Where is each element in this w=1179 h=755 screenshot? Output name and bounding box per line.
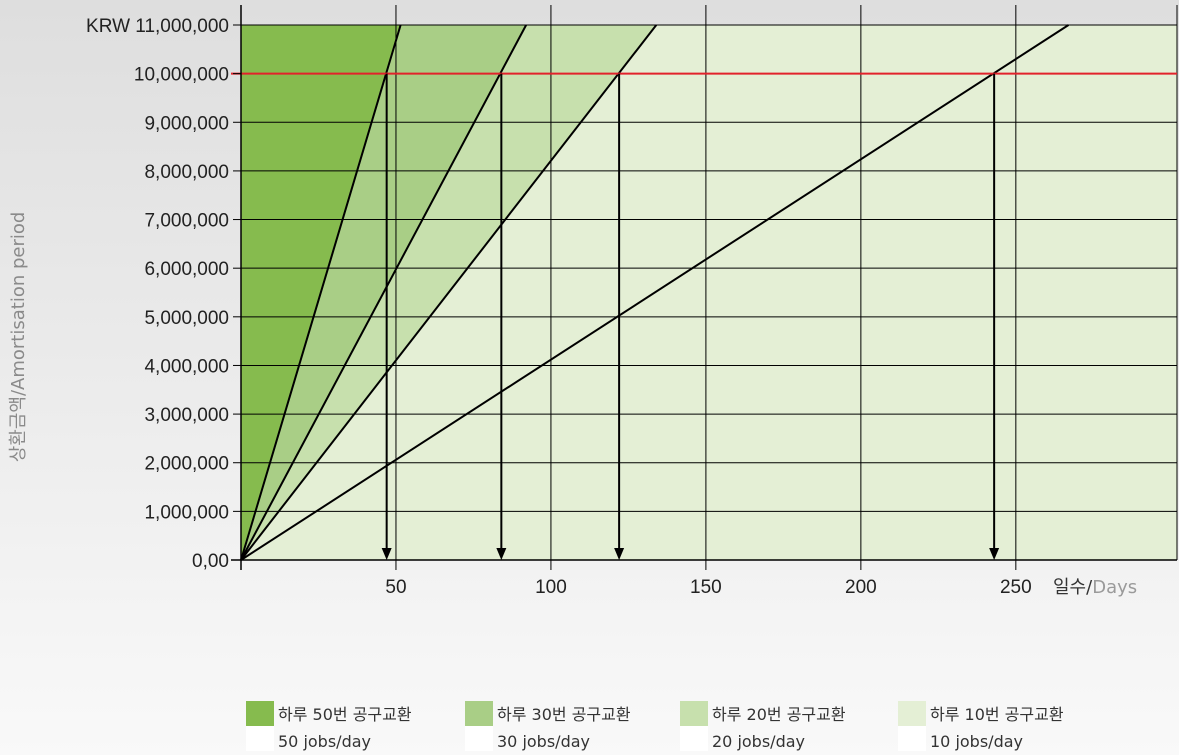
legend: 하루 50번 공구교환 50 jobs/day 하루 30번 공구교환 30 jobs…: [246, 701, 1064, 751]
y-tick-label-2: 2,000,000: [144, 454, 229, 475]
y-tick-label-0: 0,00: [192, 551, 229, 572]
arrow-head-1: [496, 548, 507, 560]
x-axis-title-en: Days: [1092, 577, 1137, 598]
legend-swatch-blank-0: [246, 726, 274, 751]
y-tick-label-9: 9,000,000: [144, 113, 229, 134]
y-tick-labels: 0,00 1,000,000 2,000,000 3,000,000 4,000,000…: [86, 16, 229, 572]
y-tick-label-1: 1,000,000: [144, 502, 229, 523]
legend-swatch-1: [465, 701, 493, 726]
legend-swatch-blank-3: [898, 726, 926, 751]
x-tick-label-4: 250: [1000, 577, 1032, 598]
arrow-head-2: [614, 548, 625, 560]
x-axis-title-ko: 일수: [1053, 577, 1086, 598]
legend-label-en-1: 30 jobs/day: [497, 732, 590, 751]
legend-swatch-blank-1: [465, 726, 493, 751]
legend-label-ko-1: 하루 30번 공구교환: [497, 705, 631, 724]
axes: [231, 5, 1177, 570]
x-tick-labels: 50 100 150 200 250: [385, 577, 1031, 598]
x-axis-title-sep: /: [1086, 577, 1093, 598]
y-tick-label-11: KRW 11,000,000: [86, 16, 229, 37]
legend-label-ko-0: 하루 50번 공구교환: [278, 705, 412, 724]
y-tick-label-4: 4,000,000: [144, 356, 229, 377]
x-axis-title: 일수/Days: [1053, 577, 1137, 598]
legend-label-en-0: 50 jobs/day: [278, 732, 371, 751]
legend-swatch-0: [246, 701, 274, 726]
legend-label-ko-2: 하루 20번 공구교환: [712, 705, 846, 724]
series-line-1: [240, 24, 528, 561]
series-line-0: [240, 24, 402, 561]
breakeven-arrows: [381, 73, 1000, 560]
series-lines: [240, 24, 1070, 561]
y-tick-label-6: 6,000,000: [144, 259, 229, 280]
arrow-head-0: [381, 548, 392, 560]
x-tick-label-2: 150: [690, 577, 722, 598]
series-line-2: [240, 24, 658, 561]
series-line-3: [240, 24, 1070, 561]
y-tick-label-10: 10,000,000: [134, 65, 229, 86]
y-axis-title-ko: 상환금액: [8, 396, 29, 462]
x-tick-label-0: 50: [385, 577, 406, 598]
y-tick-label-7: 7,000,000: [144, 211, 229, 232]
y-tick-label-8: 8,000,000: [144, 162, 229, 183]
y-axis-title-en: Amortisation period: [8, 212, 29, 390]
y-axis-title: 상환금액/Amortisation period: [8, 212, 29, 463]
y-tick-label-5: 5,000,000: [144, 308, 229, 329]
arrow-head-3: [989, 548, 1000, 560]
legend-label-en-3: 10 jobs/day: [930, 732, 1023, 751]
x-tick-label-1: 100: [535, 577, 567, 598]
legend-swatch-3: [898, 701, 926, 726]
legend-label-en-2: 20 jobs/day: [712, 732, 805, 751]
y-axis-title-sep: /: [8, 389, 29, 396]
legend-swatch-blank-2: [680, 726, 708, 751]
x-tick-label-3: 200: [845, 577, 877, 598]
legend-label-ko-3: 하루 10번 공구교환: [930, 705, 1064, 724]
y-tick-label-3: 3,000,000: [144, 405, 229, 426]
series-areas: [241, 25, 1177, 560]
legend-swatch-2: [680, 701, 708, 726]
